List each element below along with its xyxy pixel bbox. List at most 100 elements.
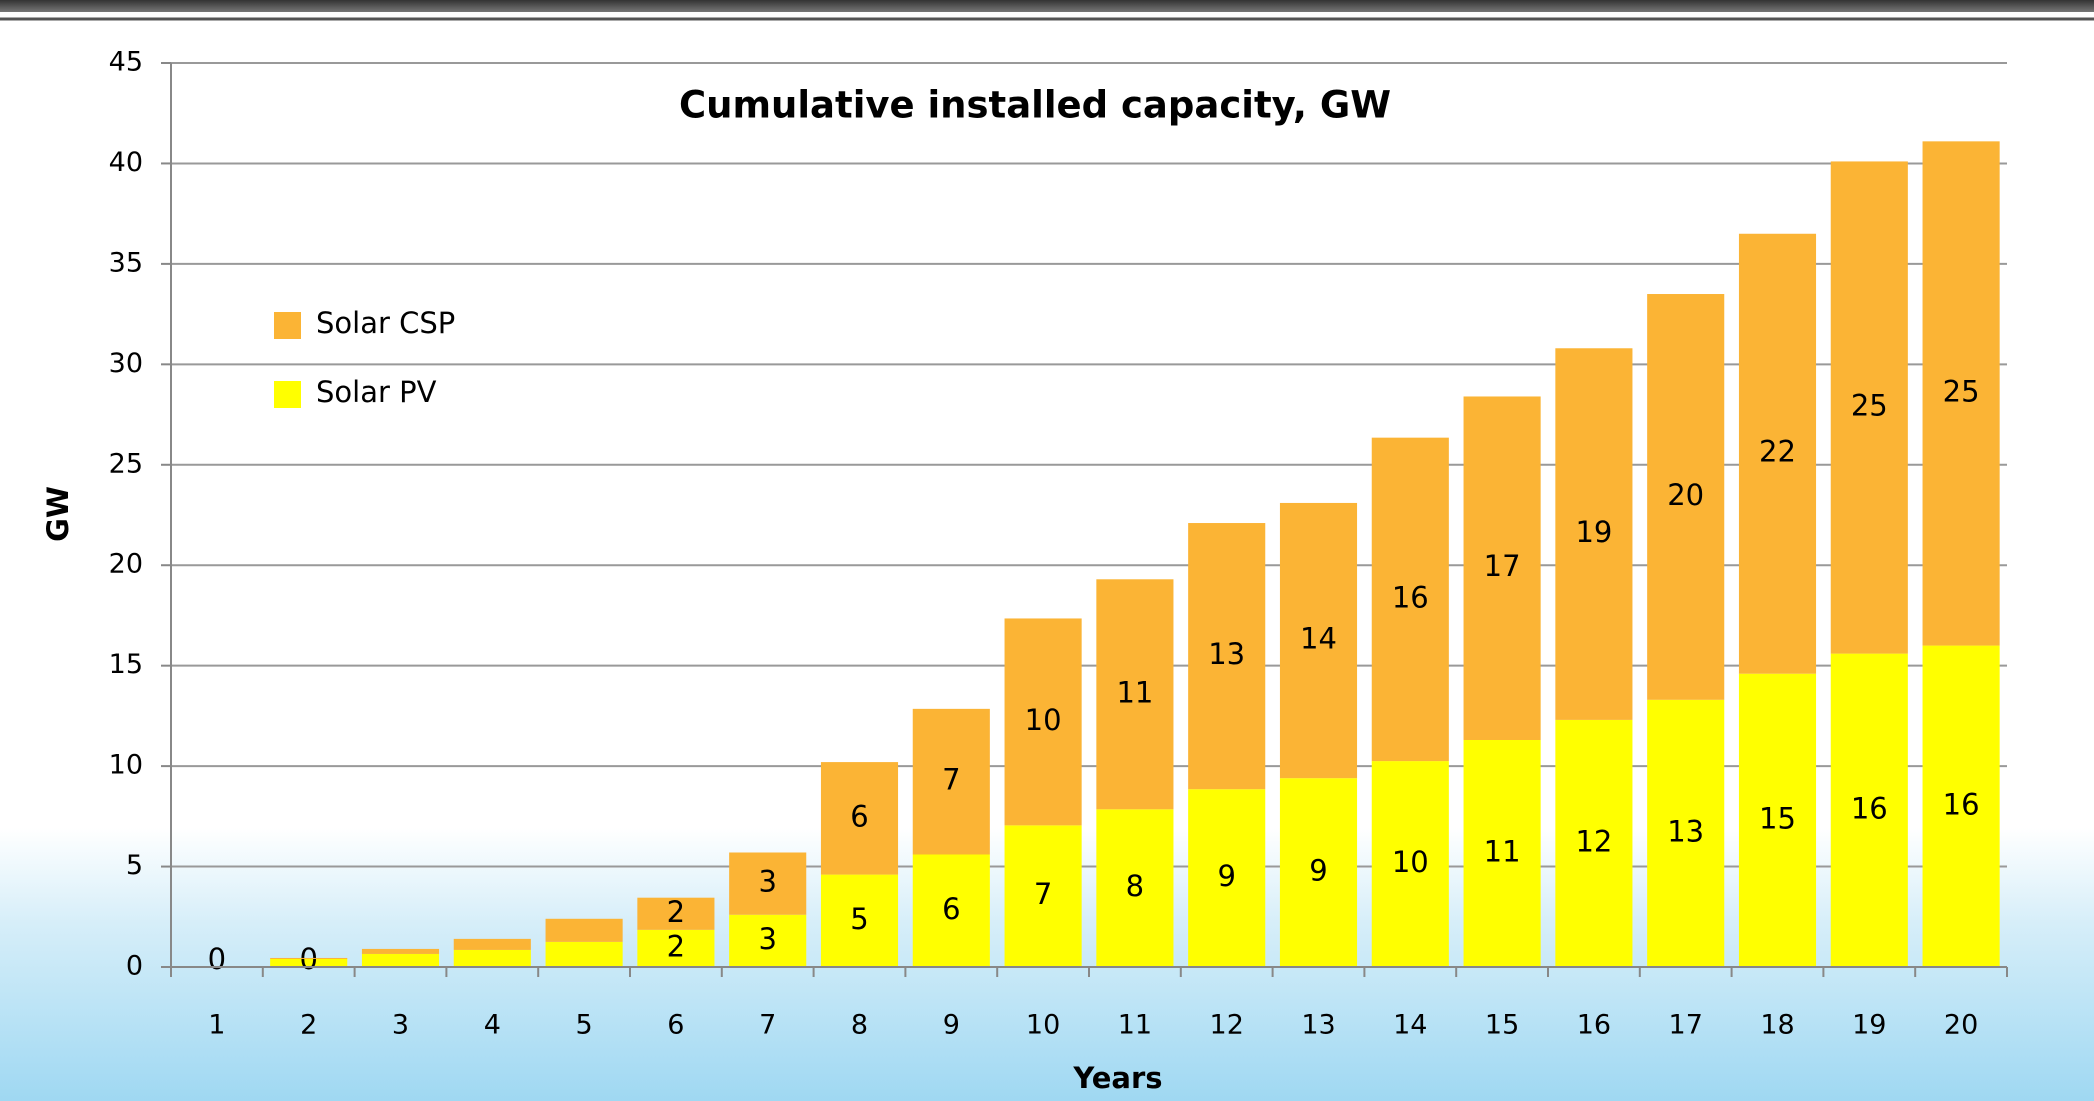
data-label: 7 [942,763,960,797]
bar-segment [1647,699,1725,967]
bar-segment [545,918,623,942]
x-tick-label: 16 [1577,1010,1611,1041]
x-tick-label: 15 [1485,1010,1519,1041]
data-label: 10 [1025,703,1062,737]
bar-segment [1096,579,1174,810]
data-label: 7 [1034,877,1052,911]
data-label: 11 [1484,834,1521,868]
bar-segment [1738,673,1817,967]
bar-segment [453,949,531,967]
x-tick-label: 14 [1393,1010,1427,1041]
data-label: 0 [299,942,317,976]
x-tick-label: 19 [1852,1010,1886,1041]
data-label: 25 [1943,374,1980,408]
bar-segment [453,938,531,950]
legend-swatch [274,312,301,339]
x-axis-label: Years [1072,1061,1162,1095]
y-tick-label: 20 [109,549,143,580]
y-tick-label: 35 [109,247,143,278]
data-label: 6 [942,892,960,926]
x-tick-label: 4 [484,1010,501,1041]
x-tick-label: 7 [759,1010,776,1041]
x-tick-label: 9 [943,1010,960,1041]
bar-segment [820,762,899,875]
bar-segment [637,897,715,930]
bar-segment [729,852,807,915]
bar-segment [1004,825,1082,967]
data-label: 0 [208,942,226,976]
x-tick-label: 17 [1669,1010,1703,1041]
bar-segment [270,958,348,967]
bar-segment [912,708,990,855]
bar-segment [1096,809,1174,967]
bar-segment [1279,502,1358,779]
x-tick-label: 2 [300,1010,317,1041]
bar-segment [912,854,990,967]
y-tick-label: 10 [109,750,143,781]
data-label: 3 [758,922,776,956]
x-tick-label: 3 [392,1010,409,1041]
data-label: 16 [1851,791,1888,825]
x-tick-label: 10 [1026,1010,1060,1041]
bar-segment [1555,719,1633,967]
bar-segment [1738,233,1817,674]
data-label: 17 [1484,549,1521,583]
y-tick-label: 25 [109,448,143,479]
x-tick-label: 8 [851,1010,868,1041]
y-tick-label: 5 [126,850,143,881]
bar-segment [1830,653,1908,967]
legend-label: Solar CSP [316,306,455,340]
legend-swatch [274,381,301,408]
bar-segment [637,929,715,967]
data-label: 8 [1126,869,1144,903]
y-tick-label: 30 [109,348,143,379]
data-label: 14 [1300,622,1337,656]
data-label: 13 [1208,637,1245,671]
bar-segment [1922,645,2000,967]
x-tick-label: 18 [1760,1010,1794,1041]
data-label: 19 [1575,515,1612,549]
bar-segment [1647,294,1725,700]
x-tick-label: 12 [1210,1010,1244,1041]
bar-segment [729,914,807,967]
bar-segment [361,953,440,967]
data-label: 10 [1392,845,1429,879]
x-tick-label: 5 [576,1010,593,1041]
y-tick-label: 45 [109,47,143,78]
x-tick-label: 1 [208,1010,225,1041]
y-axis-label: GW [41,486,75,542]
data-label: 13 [1667,814,1704,848]
bar-segment [1830,161,1908,654]
bar-segment [361,948,440,954]
data-label: 12 [1575,824,1612,858]
bar-segment [1555,348,1633,720]
x-tick-label: 13 [1301,1010,1335,1041]
data-label: 6 [850,799,868,833]
data-label: 9 [1309,854,1327,888]
bar-segment [545,941,623,967]
bar-segment [820,874,899,967]
y-tick-label: 40 [109,147,143,178]
x-tick-label: 20 [1944,1010,1978,1041]
bar-segment [1188,789,1266,967]
data-label: 15 [1759,801,1796,835]
data-label: 22 [1759,435,1796,469]
bar-segment [270,957,348,959]
data-label: 25 [1851,389,1888,423]
header-bar [0,0,2094,12]
data-label: 2 [667,929,685,963]
data-label: 2 [667,895,685,929]
y-tick-label: 0 [126,951,143,982]
data-label: 11 [1116,675,1153,709]
data-label: 5 [850,902,868,936]
x-tick-label: 6 [667,1010,684,1041]
legend-label: Solar PV [316,375,437,409]
bar-segment [1279,778,1358,967]
bar-segment [1463,396,1541,740]
data-label: 3 [758,865,776,899]
data-label: 16 [1943,787,1980,821]
y-tick-label: 15 [109,649,143,680]
chart-title: Cumulative installed capacity, GW [679,84,1391,127]
bar-segment [1004,618,1082,826]
